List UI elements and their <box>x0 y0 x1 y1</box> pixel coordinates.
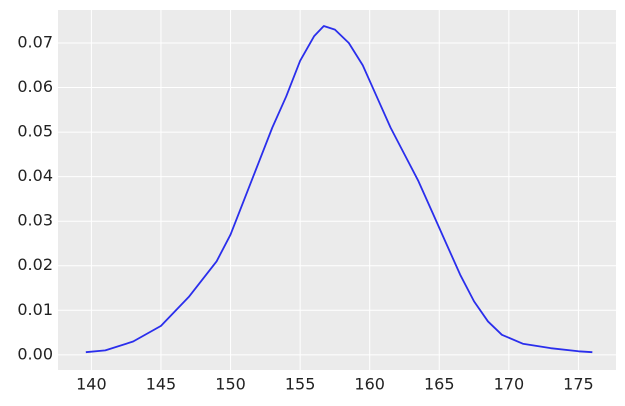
kde-line <box>85 25 593 354</box>
y-tick-label: 0.06 <box>17 77 53 96</box>
plot-area <box>58 10 616 370</box>
y-tick-label: 0.07 <box>17 32 53 51</box>
y-tick-label: 0.00 <box>17 344 53 363</box>
x-tick-label: 155 <box>285 375 316 394</box>
x-tick-label: 160 <box>354 375 385 394</box>
x-tick-label: 140 <box>76 375 107 394</box>
x-tick-label: 150 <box>215 375 246 394</box>
x-tick-label: 165 <box>424 375 455 394</box>
y-tick-label: 0.05 <box>17 122 53 141</box>
x-tick-label: 145 <box>146 375 177 394</box>
y-tick-label: 0.01 <box>17 300 53 319</box>
x-tick-label: 175 <box>563 375 594 394</box>
y-tick-label: 0.04 <box>17 166 53 185</box>
y-tick-label: 0.02 <box>17 255 53 274</box>
x-tick-label: 170 <box>494 375 525 394</box>
y-tick-label: 0.03 <box>17 211 53 230</box>
